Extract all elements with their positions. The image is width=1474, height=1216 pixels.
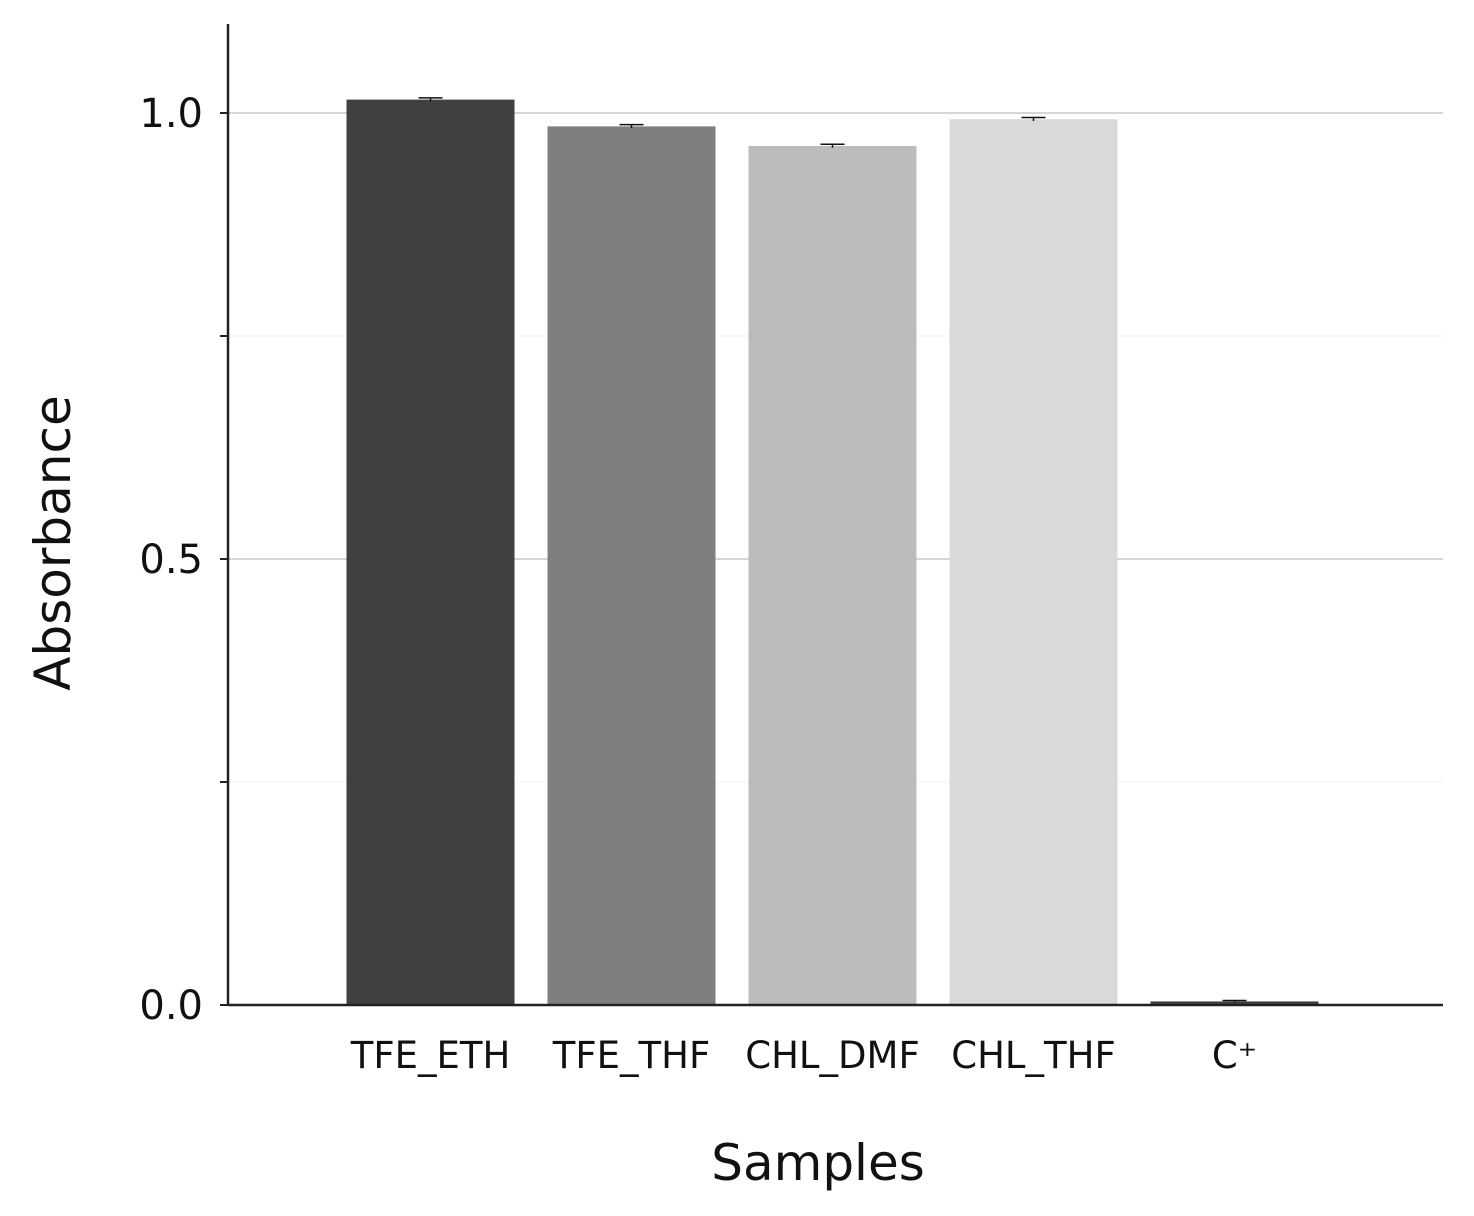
x-category-label: CHL_THF	[951, 1034, 1115, 1077]
bar	[1150, 1001, 1319, 1005]
axes	[226, 24, 1443, 1007]
bars	[346, 97, 1319, 1006]
y-ticks: 0.0 0.5 1.0	[139, 91, 228, 1029]
bar	[748, 146, 917, 1005]
bar	[346, 99, 515, 1006]
y-tick-label: 1.0	[139, 91, 203, 137]
y-tick-label: 0.0	[139, 983, 203, 1029]
x-axis-title: Samples	[711, 1134, 925, 1192]
x-category-label: C⁺	[1212, 1034, 1257, 1077]
y-tick-label: 0.5	[139, 537, 203, 583]
bar	[949, 119, 1118, 1005]
x-category-labels: TFE_ETH TFE_THF CHL_DMF CHL_THF C⁺	[350, 1034, 1257, 1077]
x-category-label: TFE_ETH	[350, 1034, 511, 1077]
y-axis-title: Absorbance	[24, 395, 82, 690]
bar	[547, 126, 716, 1005]
x-category-label: CHL_DMF	[745, 1034, 919, 1077]
x-category-label: TFE_THF	[552, 1034, 710, 1077]
